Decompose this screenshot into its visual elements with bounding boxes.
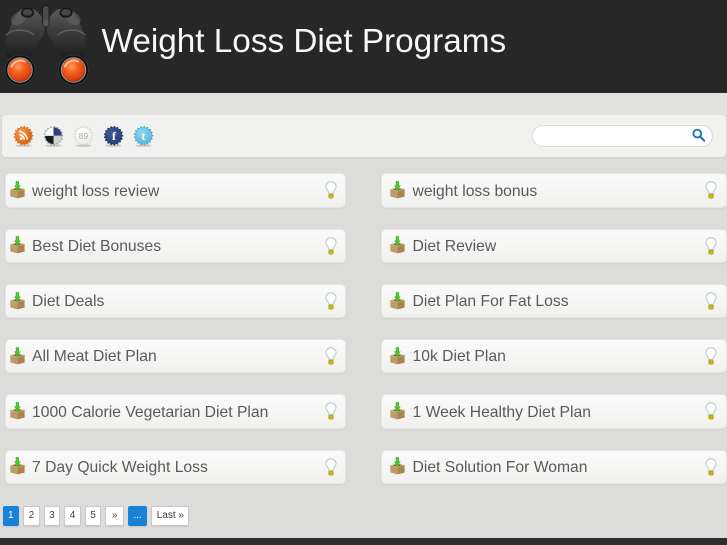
- svg-text:89: 89: [79, 131, 89, 141]
- svg-text:f: f: [112, 129, 117, 143]
- svg-text:t: t: [142, 129, 146, 143]
